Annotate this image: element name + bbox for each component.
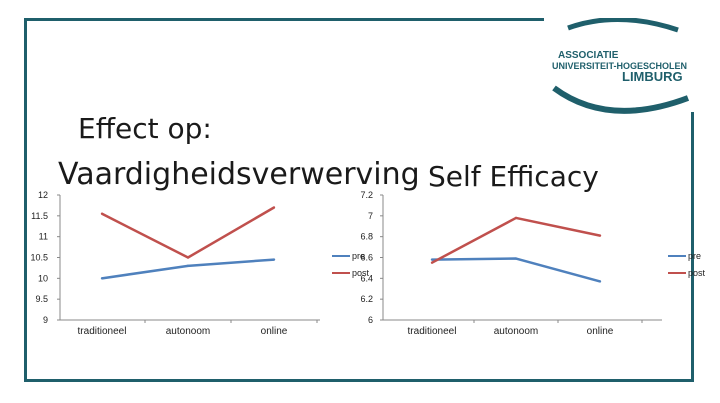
- series-line-pre: [431, 257, 601, 283]
- data-point-pre: [598, 280, 602, 283]
- data-point-post: [272, 206, 276, 209]
- series-line-post: [431, 216, 601, 264]
- series-line-pre: [101, 258, 275, 280]
- logo-line1: ASSOCIATIE: [558, 50, 619, 61]
- series-line-post: [101, 206, 275, 259]
- x-tick-label: autonoom: [494, 326, 538, 337]
- slide-frame-left: [24, 18, 27, 382]
- logo-line3: LIMBURG: [622, 69, 683, 84]
- y-tick-label: 12: [38, 190, 48, 200]
- slide-title-line2: Vaardigheidsverwerving: [58, 157, 420, 192]
- legend-label-pre: pre: [688, 251, 701, 261]
- y-tick-label: 10: [38, 273, 48, 283]
- data-point-post: [598, 234, 602, 237]
- data-point-pre: [100, 277, 104, 280]
- y-tick-label: 6.2: [360, 294, 373, 304]
- y-tick-label: 10.5: [30, 253, 48, 263]
- data-point-pre: [430, 258, 434, 261]
- y-tick-label: 7: [368, 211, 373, 221]
- y-tick-label: 11: [39, 232, 48, 242]
- legend-label-post: post: [352, 268, 370, 278]
- slide-title-right: Self Efficacy: [428, 160, 599, 193]
- association-logo: ASSOCIATIE UNIVERSITEIT-HOGESCHOLEN LIMB…: [552, 18, 690, 114]
- x-tick-label: online: [587, 326, 614, 337]
- y-tick-label: 9.5: [35, 294, 48, 304]
- slide-frame-top: [24, 18, 544, 21]
- data-point-post: [100, 212, 104, 215]
- y-tick-label: 6: [368, 315, 373, 325]
- x-tick-label: traditioneel: [408, 326, 457, 337]
- data-point-pre: [186, 264, 190, 268]
- legend-label-post: post: [688, 268, 706, 278]
- x-tick-label: autonoom: [166, 326, 210, 337]
- data-point-pre: [514, 257, 518, 260]
- legend-label-pre: pre: [352, 251, 365, 261]
- y-tick-label: 7.2: [360, 190, 373, 200]
- data-point-post: [514, 216, 518, 220]
- data-point-post: [186, 256, 190, 259]
- y-tick-label: 9: [43, 315, 48, 325]
- y-tick-label: 6.6: [360, 253, 373, 263]
- slide-frame-right: [691, 112, 694, 382]
- logo-line2: UNIVERSITEIT-HOGESCHOLEN: [552, 61, 687, 71]
- slide-frame-bottom: [24, 379, 694, 382]
- y-tick-label: 11.5: [31, 211, 48, 221]
- x-tick-label: online: [261, 326, 288, 337]
- y-tick-label: 6.4: [360, 273, 373, 283]
- y-tick-label: 6.8: [360, 232, 373, 242]
- slide-title-line1: Effect op:: [78, 112, 212, 145]
- data-point-post: [430, 261, 434, 264]
- data-point-pre: [272, 258, 276, 261]
- x-tick-label: traditioneel: [78, 326, 127, 337]
